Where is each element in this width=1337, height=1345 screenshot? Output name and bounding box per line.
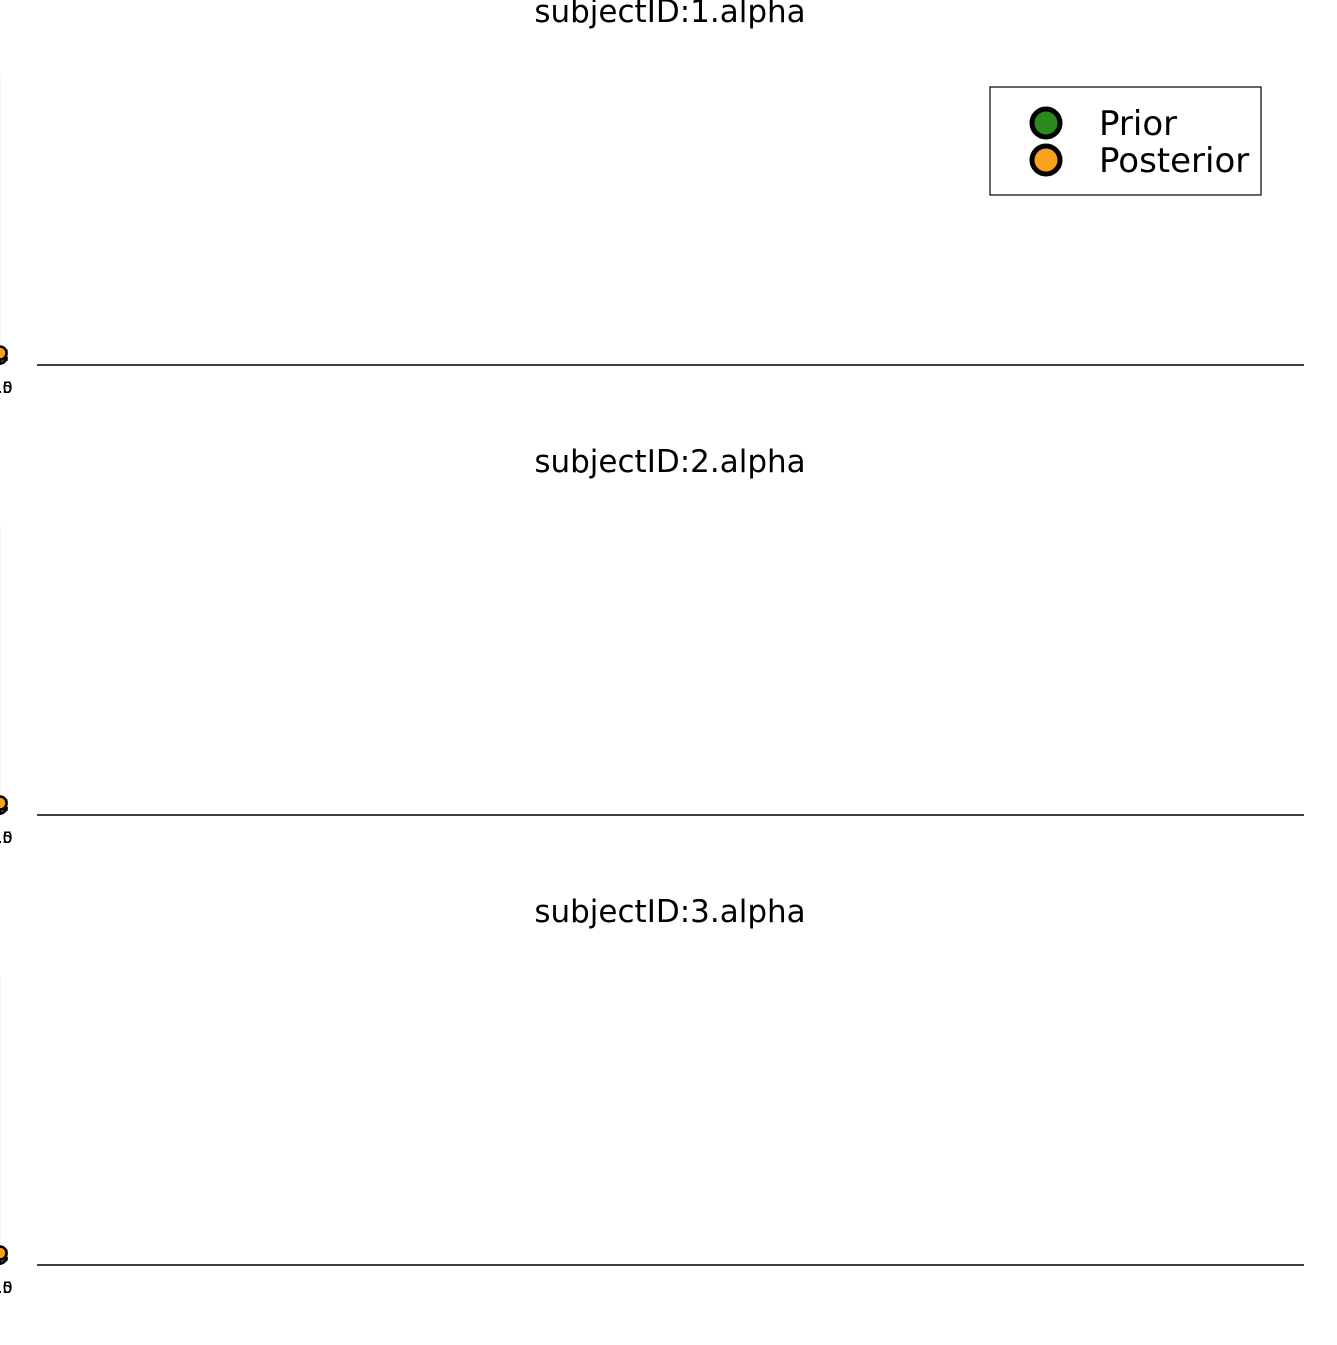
- legend-label-prior: Prior: [1099, 104, 1177, 144]
- x-tick-label: 2.5: [0, 1278, 13, 1297]
- x-tick-label: 0.0: [0, 828, 13, 847]
- posterior-mean-point: [0, 1245, 8, 1261]
- panel-3: subjectID:3.alpha 0.02.55.07.5: [0, 894, 1304, 1297]
- panel-1: subjectID:1.alpha 0.02.55.07.5: [0, 0, 1304, 397]
- panel-title: subjectID:3.alpha: [534, 894, 805, 930]
- posterior-mean-point: [0, 795, 8, 811]
- x-tick-label: 7.5: [0, 378, 13, 397]
- x-tick-label: 2.5: [0, 378, 13, 397]
- x-tick-label: 0.0: [0, 378, 13, 397]
- legend-label-posterior: Posterior: [1099, 141, 1249, 181]
- legend-marker-prior: [1029, 106, 1063, 140]
- x-tick-label: 7.5: [0, 828, 13, 847]
- legend-box: [989, 86, 1262, 196]
- panel-title: subjectID:2.alpha: [534, 444, 805, 480]
- posterior-mean-point: [0, 345, 8, 361]
- x-tick-label: 5.0: [0, 828, 13, 847]
- legend-marker-posterior: [1029, 143, 1063, 177]
- x-tick-label: 0.0: [0, 1278, 13, 1297]
- x-tick-label: 7.5: [0, 1278, 13, 1297]
- x-tick-label: 2.5: [0, 828, 13, 847]
- panel-title: subjectID:1.alpha: [534, 0, 805, 30]
- x-tick-label: 5.0: [0, 1278, 13, 1297]
- x-tick-label: 5.0: [0, 378, 13, 397]
- panel-2: subjectID:2.alpha 0.02.55.07.5: [0, 444, 1304, 847]
